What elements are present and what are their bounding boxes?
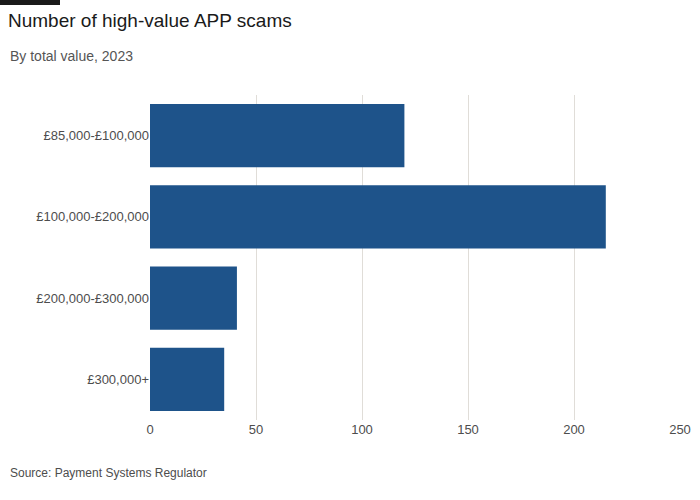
svg-text:By total value, 2023: By total value, 2023: [10, 48, 133, 64]
svg-text:250: 250: [669, 422, 691, 437]
svg-text:0: 0: [146, 422, 153, 437]
svg-text:100: 100: [351, 422, 373, 437]
svg-text:200: 200: [563, 422, 585, 437]
svg-text:£300,000+: £300,000+: [87, 372, 149, 387]
svg-text:£85,000-£100,000: £85,000-£100,000: [43, 128, 149, 143]
svg-text:Source: Payment Systems Regula: Source: Payment Systems Regulator: [10, 466, 207, 480]
svg-text:£200,000-£300,000: £200,000-£300,000: [36, 291, 149, 306]
svg-text:£100,000-£200,000: £100,000-£200,000: [36, 209, 149, 224]
svg-text:150: 150: [457, 422, 479, 437]
svg-text:Number of high-value APP scams: Number of high-value APP scams: [8, 10, 292, 31]
svg-text:50: 50: [249, 422, 263, 437]
